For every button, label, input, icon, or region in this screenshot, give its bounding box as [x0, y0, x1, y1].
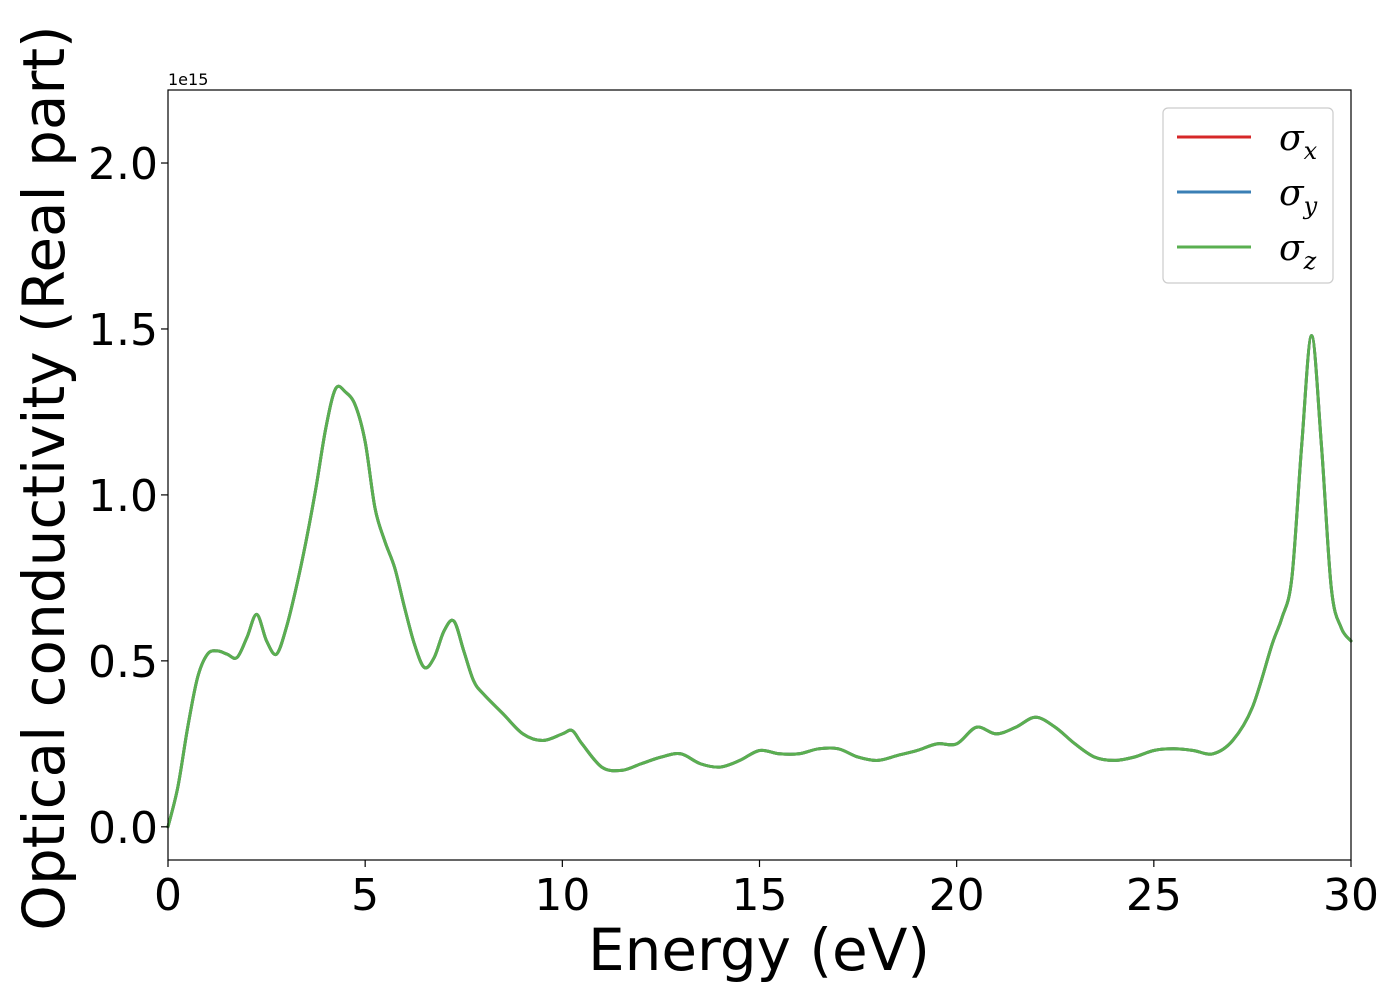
x-axis-ticks: 0 5 10 15 20 25 30: [154, 860, 1379, 921]
legend-subscript: x: [1304, 137, 1318, 165]
y-axis-ticks: 0.0 0.5 1.0 1.5 2.0: [88, 139, 168, 854]
series-line-σz: [166, 334, 1353, 829]
y-offset-label: 1e15: [168, 70, 208, 89]
y-tick-label: 0.0: [88, 803, 158, 854]
y-tick-label: 0.5: [88, 637, 158, 688]
series-line-σx: [166, 334, 1353, 829]
series-layer: [166, 334, 1353, 829]
y-tick-label: 2.0: [88, 139, 158, 190]
x-axis-title: Energy (eV): [588, 916, 930, 984]
y-tick-label: 1.5: [88, 305, 158, 356]
x-tick-label: 15: [732, 870, 788, 921]
legend-symbol: σ: [1279, 118, 1305, 159]
legend-label: σx: [1279, 118, 1318, 165]
y-tick-label: 1.0: [88, 471, 158, 522]
series-line-σy: [166, 334, 1353, 829]
legend-box: [1162, 107, 1334, 284]
legend-subscript: y: [1303, 192, 1318, 220]
x-tick-label: 30: [1323, 870, 1379, 921]
x-tick-label: 20: [929, 870, 985, 921]
legend-subscript: z: [1303, 247, 1317, 275]
x-tick-label: 5: [351, 870, 379, 921]
x-tick-label: 25: [1126, 870, 1182, 921]
legend-label: σz: [1279, 228, 1317, 275]
y-axis-title: Optical conductivity (Real part): [10, 25, 78, 930]
x-tick-label: 10: [534, 870, 590, 921]
legend-symbol: σ: [1279, 173, 1305, 214]
legend-symbol: σ: [1279, 228, 1305, 269]
legend-label: σy: [1279, 173, 1318, 220]
x-tick-label: 0: [154, 870, 182, 921]
